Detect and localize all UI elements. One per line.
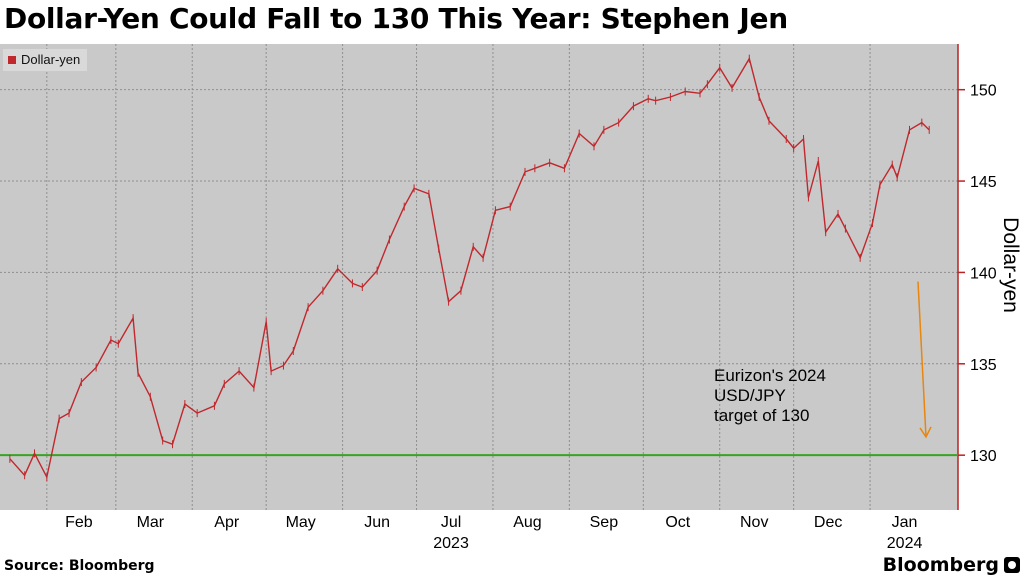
x-tick-label: Jun: [364, 514, 390, 531]
legend-label: Dollar-yen: [21, 52, 81, 67]
arrow-shaft: [917, 281, 927, 437]
brand-name: Bloomberg: [882, 554, 999, 576]
x-tick-label: Nov: [740, 514, 768, 531]
x-tick-label: Dec: [814, 514, 842, 531]
brand-logo: Bloomberg: [883, 554, 1020, 576]
x-tick-label: Aug: [513, 514, 541, 531]
y-tick-label: 130: [970, 448, 997, 465]
annotation-line-1: Eurizon's 2024: [714, 366, 826, 385]
chart-title: Dollar-Yen Could Fall to 130 This Year: …: [4, 2, 788, 35]
y-tick-label: 140: [970, 265, 997, 282]
x-tick-label: Sep: [590, 514, 619, 531]
bloomberg-icon: [1004, 557, 1020, 573]
x-tick-label: Oct: [665, 514, 690, 531]
legend-swatch: [8, 55, 16, 64]
dollar-yen-series-line: [9, 56, 930, 480]
annotation-line-3: target of 130: [714, 406, 809, 425]
x-tick-label: Apr: [214, 514, 240, 531]
y-tick-label: 150: [970, 83, 997, 100]
legend: Dollar-yen: [3, 49, 88, 71]
x-tick-label: Mar: [137, 514, 165, 531]
x-tick-label: Jul: [441, 514, 461, 531]
source-note: Source: Bloomberg: [4, 558, 155, 574]
x-year-label: 2024: [887, 535, 923, 552]
arrow-head: [919, 426, 932, 439]
y-tick-label: 135: [970, 357, 997, 374]
x-tick-label: May: [286, 514, 316, 531]
annotation-line-2: USD/JPY: [714, 386, 786, 405]
x-year-label: 2023: [433, 535, 469, 552]
y-axis-label: Dollar-yen: [999, 217, 1022, 313]
x-tick-label: Jan: [892, 514, 918, 531]
y-tick-label: 145: [970, 174, 997, 191]
x-tick-label: Feb: [65, 514, 93, 531]
